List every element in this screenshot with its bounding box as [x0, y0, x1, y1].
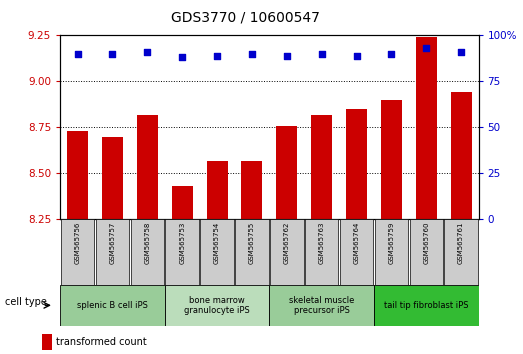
Text: GDS3770 / 10600547: GDS3770 / 10600547 [172, 11, 320, 25]
Text: GSM565764: GSM565764 [354, 222, 359, 264]
Bar [410, 219, 443, 285]
Point [178, 55, 186, 60]
Text: GSM565756: GSM565756 [75, 222, 81, 264]
Text: GSM565763: GSM565763 [319, 222, 325, 264]
Text: GSM565761: GSM565761 [458, 222, 464, 264]
Bar [381, 100, 402, 219]
Text: GSM565762: GSM565762 [284, 222, 290, 264]
Bar [276, 126, 297, 219]
Point [213, 53, 221, 58]
Text: transformed count: transformed count [56, 337, 147, 347]
Bar [165, 285, 269, 326]
Bar [137, 115, 158, 219]
Bar [200, 219, 234, 285]
Text: tail tip fibroblast iPS: tail tip fibroblast iPS [384, 301, 469, 310]
Bar [340, 219, 373, 285]
Text: skeletal muscle
precursor iPS: skeletal muscle precursor iPS [289, 296, 355, 315]
Point [143, 49, 152, 55]
Bar [165, 219, 199, 285]
Point [282, 53, 291, 58]
Bar [242, 161, 263, 219]
Text: GSM565758: GSM565758 [144, 222, 150, 264]
Point [317, 51, 326, 57]
Point [73, 51, 82, 57]
Bar [451, 92, 472, 219]
Bar [172, 186, 192, 219]
Bar [416, 37, 437, 219]
Bar [60, 285, 165, 326]
Point [387, 51, 395, 57]
Point [248, 51, 256, 57]
Bar [305, 219, 338, 285]
Bar [96, 219, 129, 285]
Point [108, 51, 117, 57]
Point [422, 45, 430, 51]
Bar [207, 161, 228, 219]
Text: splenic B cell iPS: splenic B cell iPS [77, 301, 148, 310]
Text: GSM565754: GSM565754 [214, 222, 220, 264]
Bar [131, 219, 164, 285]
Text: GSM565757: GSM565757 [109, 222, 116, 264]
Text: GSM565755: GSM565755 [249, 222, 255, 264]
Bar [269, 285, 374, 326]
Bar [42, 334, 52, 350]
Bar [374, 219, 408, 285]
Text: cell type: cell type [5, 297, 47, 307]
Text: GSM565760: GSM565760 [423, 222, 429, 264]
Bar [346, 109, 367, 219]
Bar [445, 219, 478, 285]
Bar [102, 137, 123, 219]
Bar [311, 115, 332, 219]
Point [457, 49, 465, 55]
Text: bone marrow
granulocyte iPS: bone marrow granulocyte iPS [184, 296, 250, 315]
Bar [235, 219, 269, 285]
Point [353, 53, 361, 58]
Text: GSM565759: GSM565759 [389, 222, 394, 264]
Bar [67, 131, 88, 219]
Bar [61, 219, 94, 285]
Bar [374, 285, 479, 326]
Bar [270, 219, 303, 285]
Text: GSM565753: GSM565753 [179, 222, 185, 264]
